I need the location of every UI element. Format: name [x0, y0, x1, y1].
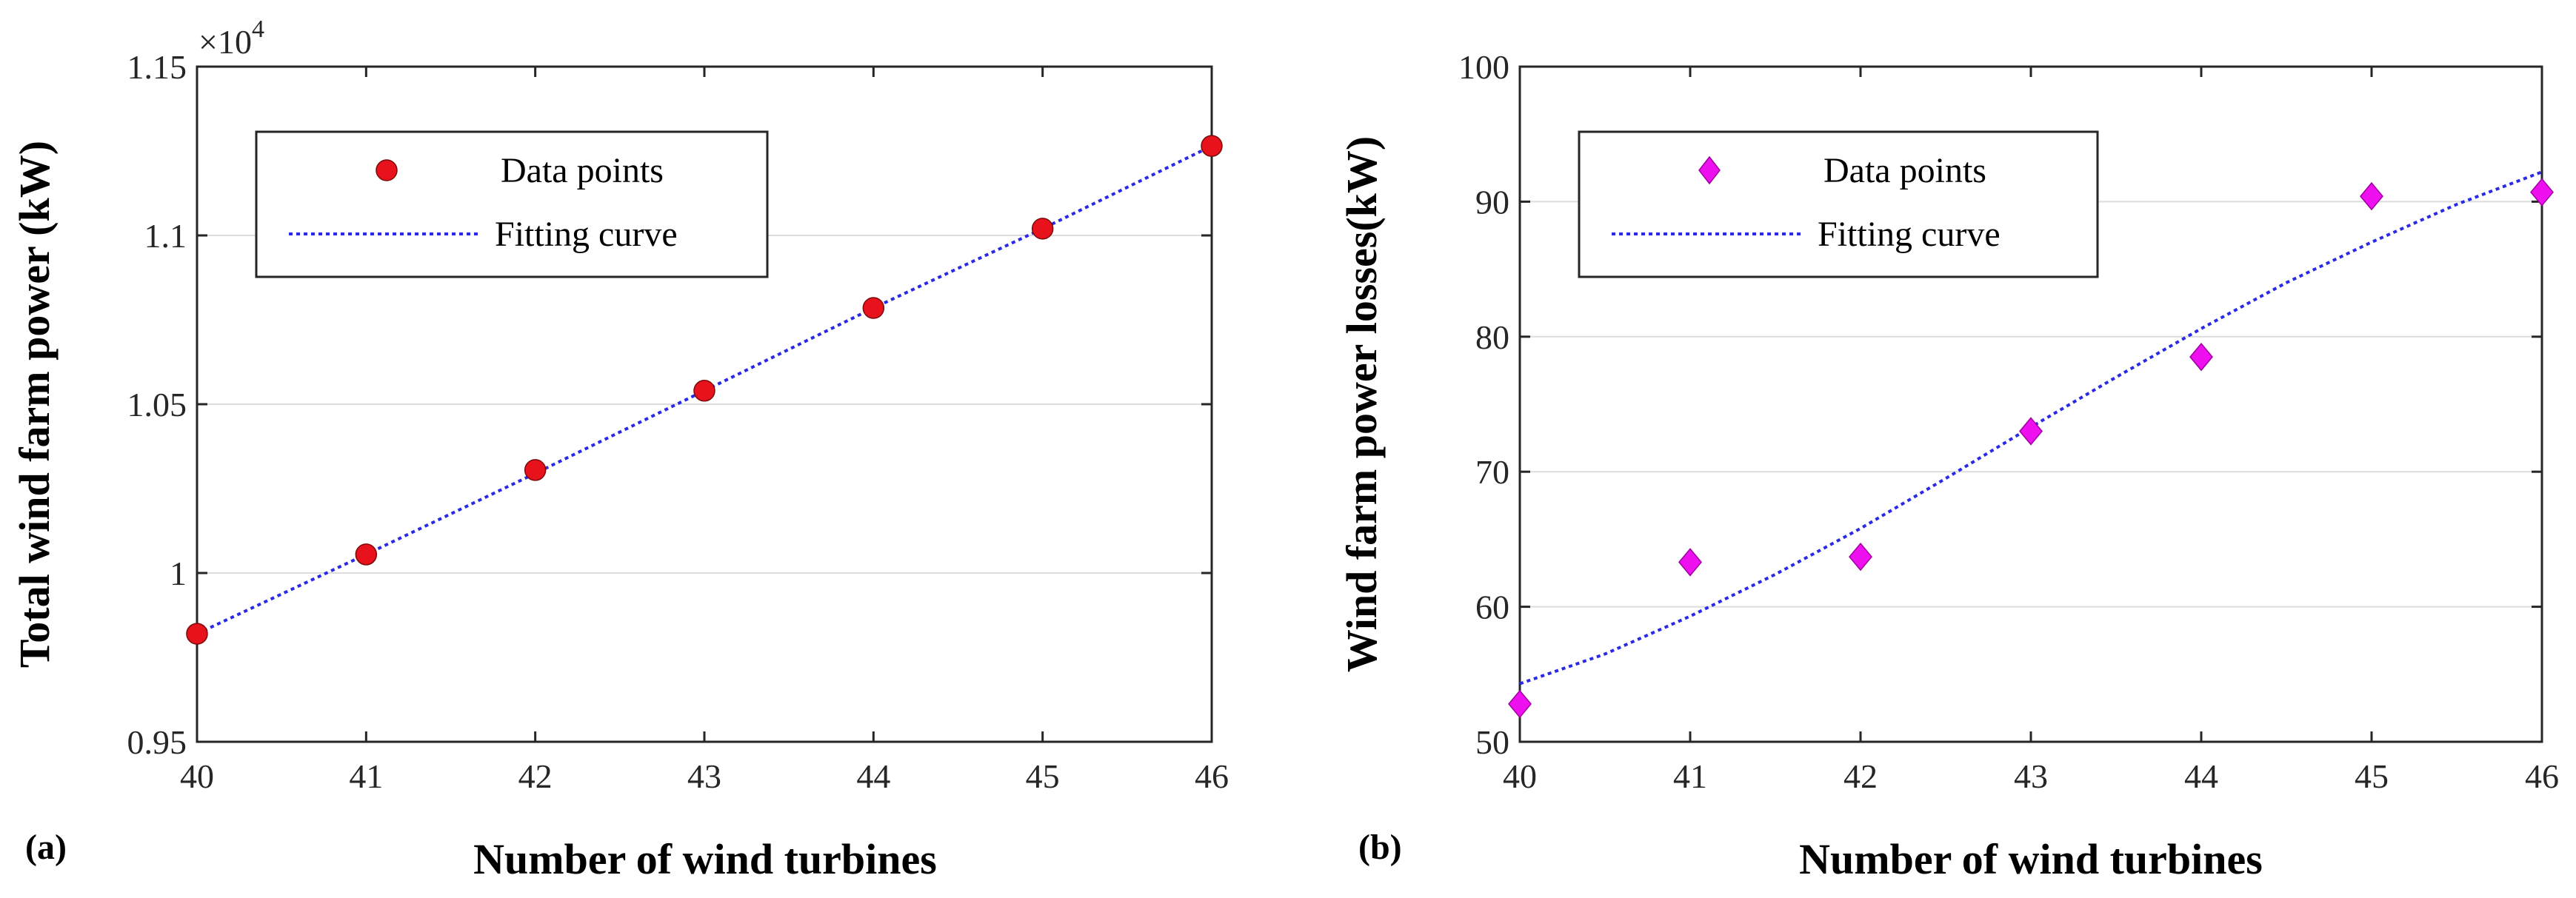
panel-a-data-point: [1201, 135, 1223, 157]
panel-b-data-point: [1849, 542, 1872, 572]
panel-a-x-tick-label: 40: [180, 757, 214, 795]
panel-b-legend: Data points Fitting curve: [1578, 130, 2099, 278]
panel-a-x-tick-label: 42: [518, 757, 553, 795]
panel-a-y-tick-label: 1.1: [144, 217, 187, 255]
panel-b-data-point: [2189, 342, 2213, 372]
panel-b-legend-data-points: Data points: [1823, 151, 1986, 190]
panel-a-data-point: [1031, 218, 1054, 240]
panel-a-y-axis-label: Total wind farm power (kW): [10, 141, 59, 668]
panel-b-x-axis-label: Number of wind turbines: [1799, 835, 2263, 883]
panel-b-y-tick-label: 100: [1458, 48, 1509, 86]
panel-a-y-tick-label: 1.15: [127, 48, 187, 86]
panel-b-x-tick-label: 42: [1843, 757, 1878, 795]
panel-a-gridlines: [197, 235, 1212, 574]
panel-a-legend-fitting-curve: Fitting curve: [495, 215, 678, 254]
panel-a-data-point: [186, 623, 208, 645]
panel-a-x-tick-label: 45: [1026, 757, 1060, 795]
panel-a-y-exponent-power: 4: [252, 16, 264, 43]
panel-b-data-point: [2530, 178, 2554, 207]
panel-a-x-tick-label: 44: [856, 757, 890, 795]
panel-b-y-tick-label: 90: [1475, 183, 1509, 221]
panel-b-x-tick-label: 45: [2355, 757, 2389, 795]
panel-b-x-tick-label: 40: [1503, 757, 1537, 795]
panel-b-x-tick-label: 43: [2014, 757, 2048, 795]
panel-a-data-point: [524, 459, 547, 481]
panel-a-y-tick-label: 0.95: [127, 723, 187, 761]
panel-a-data-point: [693, 380, 715, 402]
panel-b-legend-marker-diamond: [1698, 155, 1721, 185]
panel-b-data-point: [2360, 181, 2383, 211]
panel-a-y-tick-label: 1.05: [127, 386, 187, 423]
panel-b-y-tick-label: 70: [1475, 453, 1509, 491]
panel-b-x-tick-label: 41: [1673, 757, 1707, 795]
panel-a-tick-marks: 0.95 1 1.05 1.1 1.15 40 41 42 43 44 45 46: [127, 48, 1229, 795]
panel-b-data-point: [2019, 417, 2043, 446]
panel-a-legend-box: [255, 130, 769, 278]
panel-b-tick-marks: 50 60 70 80 90 100 40 41 42 43 44 45 46: [1458, 48, 2559, 795]
panel-a-legend-marker-circle: [376, 159, 398, 181]
panel-b-legend-fitting-curve: Fitting curve: [1818, 215, 2001, 254]
panel-b-legend-box: [1578, 130, 2099, 278]
panel-a: 0.95 1 1.05 1.1 1.15 40 41 42 43 44 45 46 ×104 Data…: [10, 16, 1229, 883]
panel-a-y-exponent-base: ×10: [198, 23, 252, 61]
panel-b-label: (b): [1358, 828, 1402, 867]
panel-a-label: (a): [25, 828, 67, 867]
panel-a-legend: Data points Fitting curve: [255, 130, 769, 278]
panel-b: 50 60 70 80 90 100 40 41 42 43 44 45 46 Data points …: [1338, 48, 2559, 883]
panel-a-series: [186, 135, 1223, 645]
panel-b-series: [1508, 170, 2554, 719]
panel-b-x-tick-label: 44: [2184, 757, 2218, 795]
panel-a-x-tick-label: 41: [349, 757, 383, 795]
panel-a-legend-data-points: Data points: [501, 151, 664, 190]
panel-b-y-axis-label: Wind farm power losses(kW): [1338, 136, 1386, 673]
panel-b-y-tick-label: 50: [1475, 723, 1509, 761]
panel-b-data-point: [1508, 689, 1532, 719]
panel-b-y-tick-label: 80: [1475, 318, 1509, 356]
panel-b-data-point: [1678, 548, 1702, 577]
panel-a-x-axis-label: Number of wind turbines: [473, 835, 937, 883]
panel-b-y-tick-label: 60: [1475, 589, 1509, 626]
panel-a-y-exponent: ×104: [198, 16, 264, 61]
panel-b-x-tick-label: 46: [2525, 757, 2559, 795]
panel-a-x-tick-label: 46: [1195, 757, 1229, 795]
panel-a-x-tick-label: 43: [687, 757, 721, 795]
panel-a-y-tick-label: 1: [170, 554, 187, 592]
panel-a-data-point: [355, 543, 378, 566]
panel-a-data-point: [862, 297, 885, 319]
